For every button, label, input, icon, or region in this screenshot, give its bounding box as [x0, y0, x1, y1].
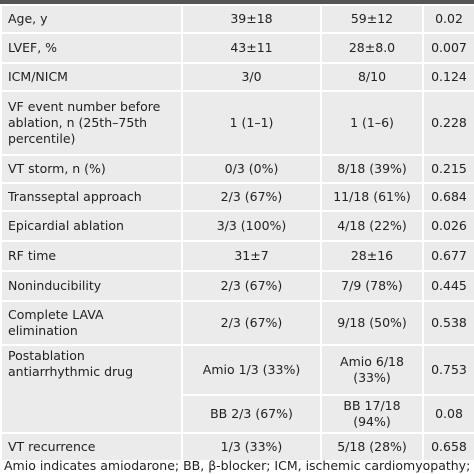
cell: 31±7 [181, 240, 322, 272]
row-label: Noninducibility [0, 270, 183, 302]
header-band [0, 0, 474, 4]
cell: 2/3 (67%) [181, 300, 322, 346]
row-label: Postablation antiarrhythmic drug [0, 344, 183, 434]
cell: 1 (1–1) [181, 90, 322, 156]
cell: 9/18 (50%) [320, 300, 424, 346]
row-label: VF event number before ablation, n (25th… [0, 90, 183, 156]
row-label: Complete LAVA elimination [0, 300, 183, 346]
cell: BB 2/3 (67%) [181, 394, 322, 434]
cell: 5/18 (28%) [320, 432, 424, 462]
row-label: VT recurrence [0, 432, 183, 462]
cell: BB 17/18 (94%) [320, 394, 424, 434]
cell: Amio 1/3 (33%) [181, 344, 322, 396]
table-row: ICM/NICM 3/0 8/10 0.124 [0, 62, 474, 92]
cell: 1/3 (33%) [181, 432, 322, 462]
cell: 8/18 (39%) [320, 154, 424, 184]
cell: 0.08 [422, 394, 474, 434]
cell: 0.677 [422, 240, 474, 272]
cell: 0.02 [422, 4, 474, 34]
row-label: Transseptal approach [0, 182, 183, 212]
cell: 0.445 [422, 270, 474, 302]
table-row: Noninducibility 2/3 (67%) 7/9 (78%) 0.445 [0, 270, 474, 302]
cell: 4/18 (22%) [320, 210, 424, 242]
cell: 0.026 [422, 210, 474, 242]
row-label: LVEF, % [0, 32, 183, 64]
data-table: Age, y 39±18 59±12 0.02 LVEF, % 43±11 28±8.0 0.… [0, 4, 474, 462]
row-label: Age, y [0, 4, 183, 34]
cell: 0.684 [422, 182, 474, 212]
cell: 2/3 (67%) [181, 270, 322, 302]
table-row: BB 2/3 (67%) BB 17/18 (94%) 0.08 [1, 394, 474, 434]
cell: 3/3 (100%) [181, 210, 322, 242]
cell: 0.228 [422, 90, 474, 156]
cell: 39±18 [181, 4, 322, 34]
row-label: RF time [0, 240, 183, 272]
cell: 8/10 [320, 62, 424, 92]
cell: 7/9 (78%) [320, 270, 424, 302]
cell: 28±8.0 [320, 32, 424, 64]
table-row: Transseptal approach 2/3 (67%) 11/18 (61%)… [0, 182, 474, 212]
table-row: Epicardial ablation 3/3 (100%) 4/18 (22%) 0… [0, 210, 474, 242]
cell: 0.658 [422, 432, 474, 462]
cell: Amio 6/18 (33%) [320, 344, 424, 396]
cell: 11/18 (61%) [320, 182, 424, 212]
cell: 59±12 [320, 4, 424, 34]
cell: 0.753 [422, 344, 474, 396]
table-row: Age, y 39±18 59±12 0.02 [0, 4, 474, 34]
table-row: Complete LAVA elimination 2/3 (67%) 9/18 (… [0, 300, 474, 346]
cell: 3/0 [181, 62, 322, 92]
cell: 43±11 [181, 32, 322, 64]
table-row: VF event number before ablation, n (25th… [0, 90, 474, 156]
row-label: ICM/NICM [0, 62, 183, 92]
row-label: VT storm, n (%) [0, 154, 183, 184]
table-row: LVEF, % 43±11 28±8.0 0.007 [0, 32, 474, 64]
cell: 2/3 (67%) [181, 182, 322, 212]
cell: 0.124 [422, 62, 474, 92]
table-row: RF time 31±7 28±16 0.677 [0, 240, 474, 272]
cell: 0.538 [422, 300, 474, 346]
cell: 28±16 [320, 240, 424, 272]
cell: 0.007 [422, 32, 474, 64]
cell: 0.215 [422, 154, 474, 184]
table-row: Postablation antiarrhythmic drug Amio 1/3… [0, 344, 474, 434]
cell: 0/3 (0%) [181, 154, 322, 184]
table-row: VT recurrence 1/3 (33%) 5/18 (28%) 0.658 [0, 432, 474, 462]
table-row: VT storm, n (%) 0/3 (0%) 8/18 (39%) 0.215 [0, 154, 474, 184]
cell: 1 (1–6) [320, 90, 424, 156]
row-label: Epicardial ablation [0, 210, 183, 242]
footnote: Amio indicates amiodarone; BB, β-blocker… [4, 458, 471, 473]
